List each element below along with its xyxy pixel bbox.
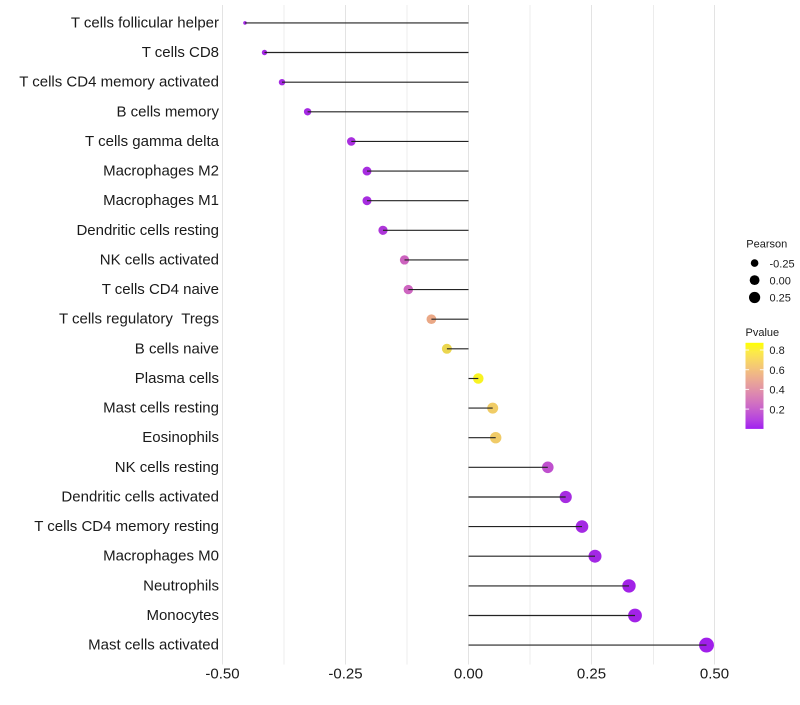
svg-text:T cells regulatory Tregs: T cells regulatory Tregs bbox=[59, 311, 219, 328]
svg-text:Macrophages M2: Macrophages M2 bbox=[103, 163, 219, 180]
svg-text:0.4: 0.4 bbox=[769, 385, 784, 397]
svg-text:Pvalue: Pvalue bbox=[746, 327, 780, 339]
svg-text:0.50: 0.50 bbox=[700, 665, 729, 682]
svg-text:B cells memory: B cells memory bbox=[116, 103, 219, 120]
svg-text:0.00: 0.00 bbox=[454, 665, 483, 682]
svg-text:0.8: 0.8 bbox=[769, 345, 784, 357]
svg-text:Dendritic cells resting: Dendritic cells resting bbox=[76, 222, 219, 239]
svg-text:-0.25: -0.25 bbox=[328, 665, 362, 682]
svg-text:0.25: 0.25 bbox=[577, 665, 606, 682]
svg-text:0.25: 0.25 bbox=[770, 293, 791, 305]
svg-text:0.00: 0.00 bbox=[770, 275, 791, 287]
svg-text:T cells CD4 memory resting: T cells CD4 memory resting bbox=[34, 518, 219, 535]
svg-text:T cells CD8: T cells CD8 bbox=[142, 44, 219, 61]
svg-text:NK cells resting: NK cells resting bbox=[115, 459, 219, 476]
svg-text:Macrophages M1: Macrophages M1 bbox=[103, 192, 219, 209]
svg-text:Macrophages M0: Macrophages M0 bbox=[103, 548, 219, 565]
svg-text:Plasma cells: Plasma cells bbox=[135, 370, 219, 387]
svg-text:Mast cells activated: Mast cells activated bbox=[88, 637, 219, 654]
svg-text:B cells naive: B cells naive bbox=[135, 340, 219, 357]
svg-text:NK cells activated: NK cells activated bbox=[100, 251, 219, 268]
svg-text:-0.25: -0.25 bbox=[770, 258, 795, 270]
svg-text:Neutrophils: Neutrophils bbox=[143, 577, 219, 594]
svg-text:T cells gamma delta: T cells gamma delta bbox=[85, 133, 220, 150]
svg-text:Eosinophils: Eosinophils bbox=[142, 429, 219, 446]
svg-text:T cells follicular helper: T cells follicular helper bbox=[71, 14, 219, 31]
svg-text:Pearson: Pearson bbox=[746, 239, 787, 251]
svg-text:Dendritic cells activated: Dendritic cells activated bbox=[61, 489, 219, 506]
svg-text:0.2: 0.2 bbox=[769, 404, 784, 416]
svg-text:T cells CD4 memory activated: T cells CD4 memory activated bbox=[19, 74, 219, 91]
svg-text:0.6: 0.6 bbox=[769, 365, 784, 377]
svg-text:Monocytes: Monocytes bbox=[146, 607, 219, 624]
svg-text:-0.50: -0.50 bbox=[205, 665, 239, 682]
svg-text:Mast cells resting: Mast cells resting bbox=[103, 400, 219, 417]
svg-text:T cells CD4 naive: T cells CD4 naive bbox=[102, 281, 219, 298]
